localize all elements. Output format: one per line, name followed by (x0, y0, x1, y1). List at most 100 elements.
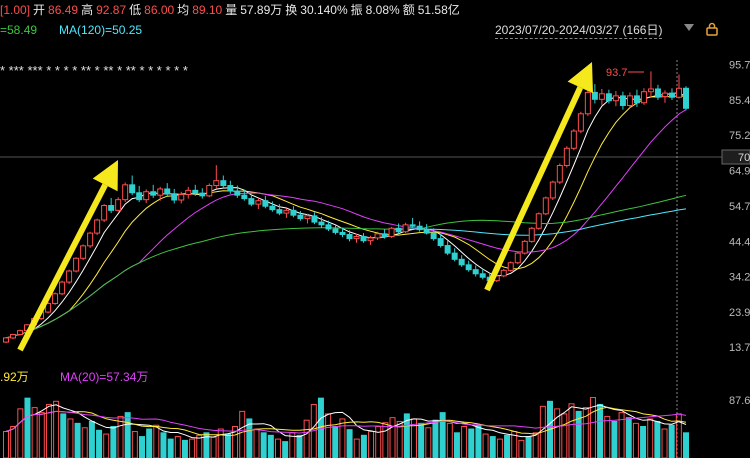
volume-axis-label: 87.6 (729, 395, 750, 407)
volume-legend: .92万 MA(20)=57.34万 (0, 368, 148, 385)
volume-bar (282, 441, 289, 458)
candle-body (269, 205, 276, 211)
candle-body (94, 219, 101, 234)
volume-bar (475, 424, 482, 458)
high-price-marker: 93.7 (606, 67, 627, 79)
volume-bar (640, 426, 647, 458)
candle-body (353, 236, 360, 240)
candle-body (3, 337, 9, 343)
volume-bar (103, 433, 110, 458)
candle-body (479, 273, 486, 278)
candle-body (640, 91, 647, 104)
candle-body (444, 245, 451, 254)
open-label: 开 (33, 3, 46, 17)
y-tick-label: 54.7 (729, 201, 750, 213)
volume-bar (511, 431, 518, 458)
volume-bar (117, 415, 124, 458)
ma-legend: =58.49 MA(120)=50.25 (0, 20, 142, 40)
volume-bar (647, 418, 654, 458)
y-tick-label: 75.2 (729, 130, 750, 142)
candle-body (248, 198, 255, 205)
candle-body (605, 93, 612, 102)
volume-bar (611, 420, 618, 458)
volume-label: 量 (225, 3, 238, 17)
turnover-value: 30.140% (300, 2, 348, 17)
volume-bar (224, 433, 231, 458)
candle-body (395, 227, 402, 233)
volume-bar (67, 418, 74, 458)
volume-bar (174, 436, 181, 458)
candle-body (73, 257, 80, 272)
volume-bar (146, 428, 153, 458)
candle-body (675, 87, 682, 98)
low-value: 86.00 (144, 2, 175, 17)
candle-body (332, 228, 339, 233)
candle-body (577, 113, 584, 132)
volume-bar (38, 412, 45, 458)
candle-body (164, 188, 171, 195)
chevron-down-icon[interactable] (684, 24, 694, 31)
volume-bar (425, 427, 432, 458)
volume-bar (418, 422, 425, 458)
volume-bar (45, 403, 52, 458)
candle-body (570, 130, 577, 149)
candle-body (234, 190, 241, 196)
volume-bar (267, 434, 274, 458)
volume-bar (96, 429, 103, 458)
ma120-line (391, 208, 687, 236)
low-label: 低 (129, 3, 142, 17)
candle-body (59, 281, 66, 295)
volume-value: 57.89万 (240, 3, 283, 17)
volume-bar (10, 426, 17, 458)
quote-prefix: [1.00] (0, 2, 31, 17)
volume-bar (554, 408, 561, 458)
candle-body (472, 269, 479, 275)
candle-body (325, 224, 332, 230)
volume-bar (303, 419, 310, 458)
date-range-selector[interactable]: 2023/07/20-2024/03/27 (166日) (495, 23, 663, 39)
candle-body (220, 180, 227, 187)
volume-bar (468, 428, 475, 458)
volume-ma20-text: MA(20)=57.34万 (60, 370, 149, 384)
candle-body (458, 258, 465, 266)
candle-body (507, 262, 514, 271)
volume-bar (675, 413, 682, 458)
candle-body (115, 199, 122, 211)
volume-bar (597, 403, 604, 458)
volume-bar (346, 429, 353, 458)
candle-body (136, 192, 143, 201)
volume-bar (24, 397, 31, 458)
candle-body (255, 200, 262, 205)
candle-body (129, 184, 136, 194)
volume-bar (31, 407, 38, 458)
candle-body (416, 225, 423, 231)
candle-body (619, 95, 626, 107)
candle-body (647, 88, 654, 93)
volume-bar (81, 427, 88, 458)
candle-body (556, 165, 563, 183)
lock-icon[interactable] (706, 22, 718, 36)
ma10-line (5, 95, 687, 339)
volume-bar (525, 436, 532, 458)
volume-bar (210, 436, 217, 458)
candle-body (437, 238, 444, 247)
candle-body (178, 193, 185, 201)
y-tick-label: 95.7 (729, 59, 750, 71)
volume-bar (275, 438, 281, 458)
candle-body (262, 200, 269, 207)
ma60-line (5, 194, 687, 339)
volume-bar (196, 434, 203, 458)
volume-bar (124, 412, 131, 458)
avg-value: 89.10 (192, 2, 223, 17)
candle-body (10, 333, 17, 339)
volume-bar (539, 405, 546, 458)
candle-body (514, 252, 521, 264)
candle-body (199, 192, 206, 197)
volume-bar (74, 422, 81, 458)
volume-bar (446, 422, 453, 458)
trend-arrow-head (567, 62, 594, 94)
candle-body (38, 311, 45, 320)
ma5-line (5, 92, 687, 339)
amplitude-value: 8.08% (365, 2, 400, 17)
volume-bar (289, 432, 296, 458)
